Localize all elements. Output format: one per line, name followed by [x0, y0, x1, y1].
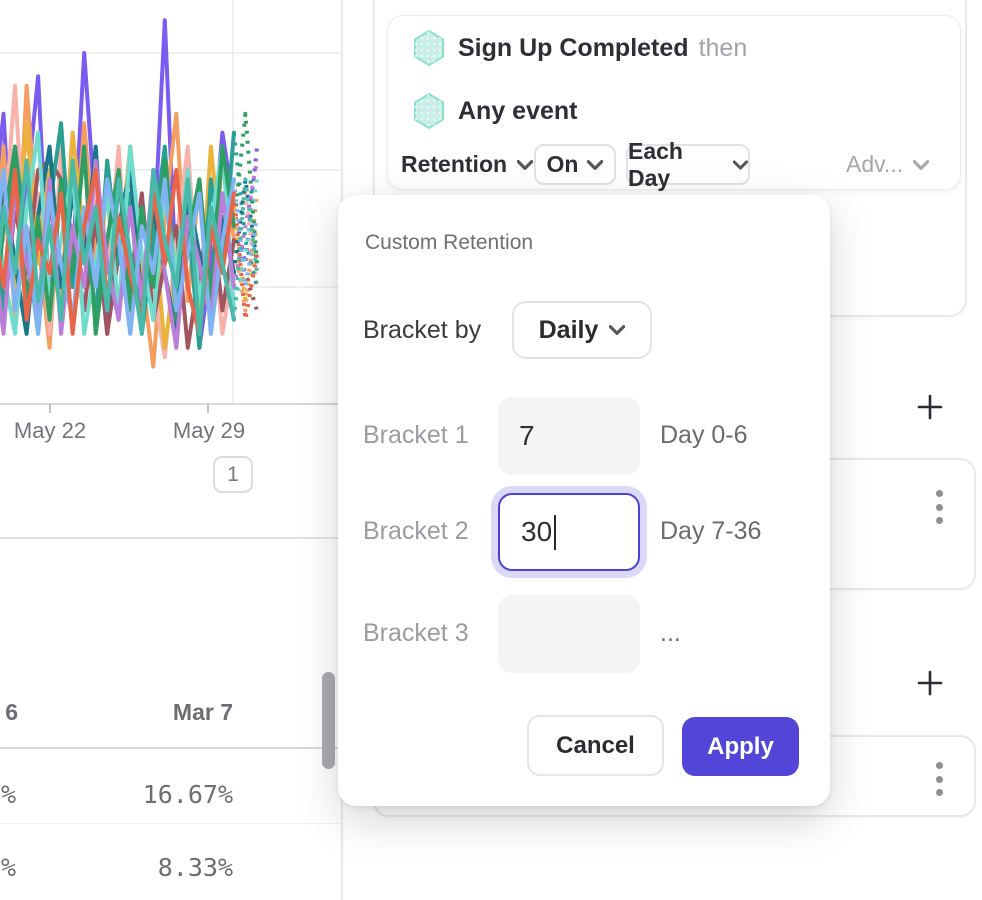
x-axis-tick-label: May 22 — [13, 418, 87, 443]
advanced-dropdown-label: Adv... — [846, 151, 904, 177]
kebab-dot — [935, 789, 943, 796]
chevron-down-icon — [733, 159, 748, 170]
table-cell: 8.33% — [157, 853, 233, 882]
chevron-down-icon — [587, 159, 604, 170]
kebab-dot — [935, 503, 943, 511]
event-name: Any event — [458, 97, 578, 125]
plus-icon — [917, 670, 943, 696]
table-cell: % — [0, 853, 16, 882]
bracket-by-select[interactable]: Daily — [512, 301, 652, 359]
chart-series-lines — [0, 18, 259, 369]
bracket-by-value: Daily — [538, 315, 599, 344]
bracket-2-label: Bracket 2 — [363, 517, 469, 545]
kebab-dot — [935, 490, 943, 497]
query-step-2[interactable]: Any event — [458, 97, 577, 126]
bracket-3-range: ... — [660, 619, 681, 647]
interval-dropdown-label: Each Day — [628, 137, 683, 191]
plus-icon — [917, 394, 943, 420]
card-options-menu[interactable] — [932, 490, 946, 524]
custom-retention-modal: Custom Retention Bracket by Daily Bracke… — [338, 195, 830, 806]
section-divider — [0, 537, 341, 539]
query-builder-card: Sign Up Completed then Any event Retentio… — [373, 0, 967, 317]
table-header-date: 6 — [5, 699, 18, 725]
bracket-1-value: 7 — [519, 420, 535, 451]
add-section-button[interactable] — [915, 668, 945, 698]
bracket-2-value: 30 — [521, 516, 553, 547]
event-hexagon-icon — [414, 93, 444, 129]
chevron-down-icon — [517, 159, 534, 170]
table-header-date: Mar 7 — [172, 699, 233, 725]
measure-dropdown-label: Retention — [401, 151, 508, 177]
measure-dropdown[interactable]: Retention — [401, 144, 534, 185]
text-cursor — [554, 514, 557, 550]
apply-button[interactable]: Apply — [682, 717, 799, 776]
kebab-dot — [935, 762, 943, 769]
retention-line-chart — [0, 0, 342, 413]
bracket-1-range: Day 0-6 — [660, 421, 748, 449]
chevron-down-icon — [913, 159, 930, 170]
cancel-button[interactable]: Cancel — [527, 715, 664, 776]
table-row-divider — [0, 823, 341, 824]
interval-dropdown[interactable]: Each Day — [626, 138, 750, 191]
table-cell: % — [0, 780, 16, 809]
table-header-underline — [0, 747, 341, 749]
card-options-menu[interactable] — [932, 762, 946, 796]
bracket-1-input[interactable]: 7 — [498, 397, 640, 475]
event-hexagon-icon — [414, 30, 444, 66]
query-step-1[interactable]: Sign Up Completed then — [458, 34, 747, 63]
on-dropdown[interactable]: On — [534, 144, 616, 185]
add-section-button[interactable] — [915, 392, 945, 422]
bracket-2-input[interactable]: 30 — [498, 493, 640, 571]
table-vertical-scrollbar[interactable] — [322, 672, 335, 769]
bracket-1-label: Bracket 1 — [363, 421, 469, 449]
bracket-2-range: Day 7-36 — [660, 517, 762, 545]
modal-title: Custom Retention — [365, 231, 534, 254]
advanced-dropdown[interactable]: Adv... — [846, 144, 930, 185]
event-name: Sign Up Completed — [458, 34, 689, 62]
kebab-dot — [935, 517, 943, 524]
kebab-dot — [935, 775, 943, 783]
step-connector: then — [698, 34, 748, 62]
bracket-3-label: Bracket 3 — [363, 619, 469, 647]
on-dropdown-label: On — [546, 151, 579, 177]
x-axis-tick-label: May 29 — [172, 418, 246, 443]
chevron-down-icon — [609, 325, 626, 335]
pagination-page-1-button[interactable]: 1 — [213, 456, 253, 493]
bracket-3-input[interactable] — [498, 595, 640, 673]
bracket-by-label: Bracket by — [363, 316, 482, 344]
table-cell: 16.67% — [142, 780, 233, 809]
query-step-group: Sign Up Completed then Any event Retentio… — [387, 15, 961, 191]
